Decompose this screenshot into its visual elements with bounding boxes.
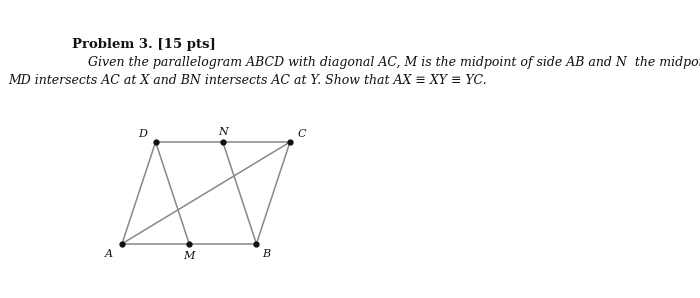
Text: MD intersects AC at X and BN intersects AC at Y. Show that AX ≡ XY ≡ YC.: MD intersects AC at X and BN intersects …: [8, 74, 486, 87]
Text: Given the parallelogram ABCD with diagonal AC, M is the midpoint of side AB and : Given the parallelogram ABCD with diagon…: [72, 56, 700, 69]
Text: B: B: [262, 249, 270, 259]
Text: D: D: [138, 129, 147, 139]
Text: M: M: [183, 251, 195, 261]
Text: A: A: [105, 249, 113, 259]
Text: N: N: [218, 127, 228, 137]
Text: C: C: [298, 129, 307, 139]
Text: Problem 3. [15 pts]: Problem 3. [15 pts]: [72, 38, 216, 51]
